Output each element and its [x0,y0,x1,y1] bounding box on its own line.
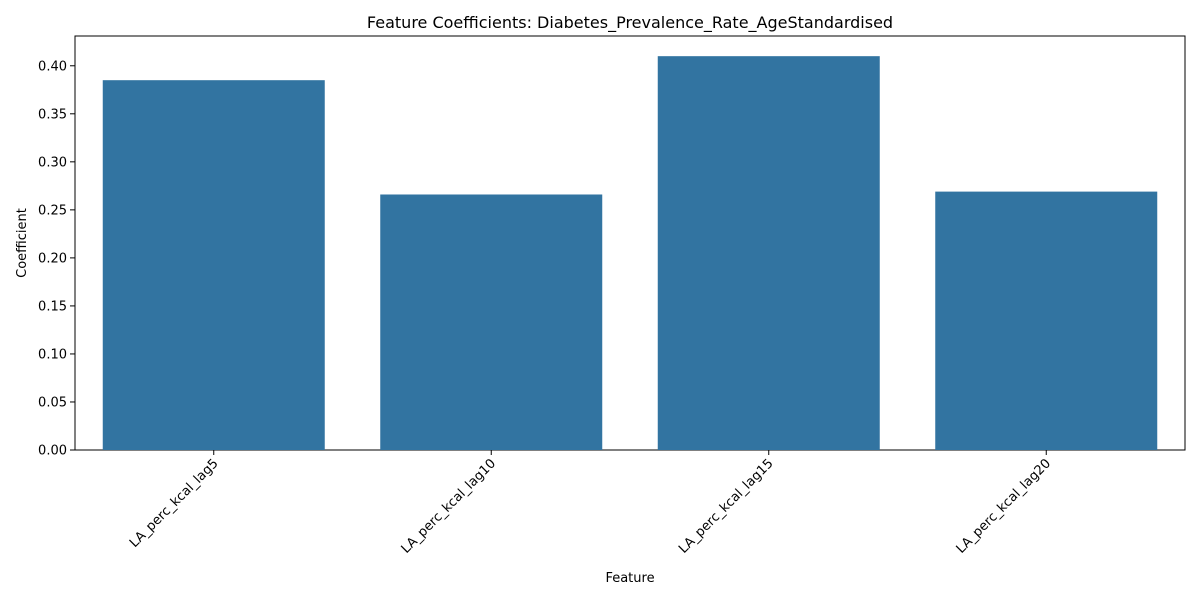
bar-LA_perc_kcal_lag5 [102,80,325,451]
x-tick-label: LA_perc_kcal_lag20 [954,456,1054,556]
bar-LA_perc_kcal_lag20 [935,191,1158,450]
y-tick-label: 0.05 [38,395,67,410]
bars [102,56,1158,451]
y-axis-label: Coefficient [15,208,30,278]
x-axis-label: Feature [605,571,654,586]
y-tick-label: 0.40 [38,59,67,74]
y-tick-label: 0.30 [38,155,67,170]
x-tick-label: LA_perc_kcal_lag15 [676,456,776,556]
bar-LA_perc_kcal_lag15 [657,56,880,450]
x-tick-label: LA_perc_kcal_lag10 [399,456,499,556]
y-axis: 0.00 0.05 0.10 0.15 0.20 0.25 0.30 0.35 0.40 [38,59,75,459]
plot-area [74,35,1186,451]
bar-LA_perc_kcal_lag10 [380,194,603,450]
chart-title: Feature Coefficients: Diabetes_Prevalenc… [367,13,893,33]
y-tick-label: 0.35 [38,107,67,122]
y-tick-label: 0.20 [38,251,67,266]
x-tick-label: LA_perc_kcal_lag5 [127,456,222,551]
y-tick-label: 0.00 [38,444,67,459]
plot-frame [74,35,1186,451]
y-tick-label: 0.15 [38,299,67,314]
y-tick-label: 0.10 [38,347,67,362]
y-tick-label: 0.25 [38,203,67,218]
x-axis: LA_perc_kcal_lag5 LA_perc_kcal_lag10 LA_pe… [127,450,1054,557]
